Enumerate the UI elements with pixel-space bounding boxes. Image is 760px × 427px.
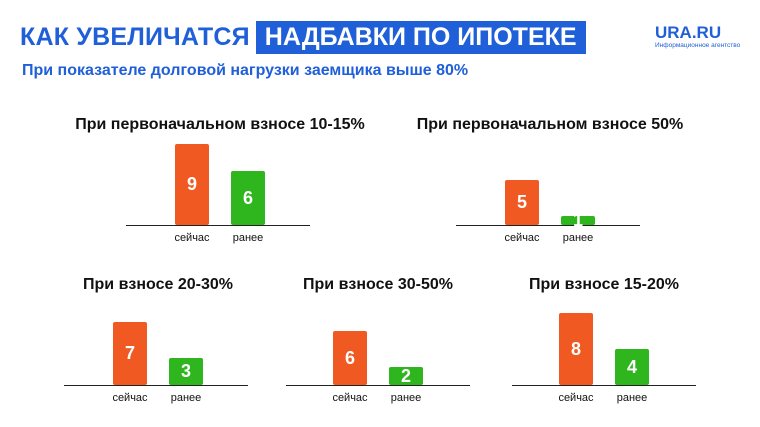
category-label: ранее — [170, 392, 202, 404]
category-label: сейчас — [112, 392, 148, 404]
category-label: ранее — [390, 392, 422, 404]
bar-before: 3 — [169, 358, 203, 385]
chart-title: При взносе 20-30% — [83, 276, 233, 293]
bar-value-label: 4 — [626, 356, 637, 377]
category-label: сейчас — [504, 232, 540, 244]
chart-baseline — [126, 225, 310, 226]
category-label: ранее — [616, 392, 648, 404]
category-label: сейчас — [332, 392, 368, 404]
bar-before: 1 — [561, 210, 595, 230]
title-plain: КАК УВЕЛИЧАТСЯ — [20, 22, 250, 51]
category-label: ранее — [232, 232, 264, 244]
chart-title: При первоначальном взносе 10-15% — [75, 116, 365, 133]
chart-title: При первоначальном взносе 50% — [416, 116, 684, 133]
chart-baseline — [286, 385, 470, 386]
chart-baseline — [64, 385, 248, 386]
chart-title: При взносе 15-20% — [529, 276, 679, 293]
page-title: КАК УВЕЛИЧАТСЯ НАДБАВКИ ПО ИПОТЕКЕ — [20, 20, 586, 54]
bar-value-label: 7 — [124, 343, 135, 363]
bar-now: 7 — [113, 322, 147, 385]
page-subtitle: При показателе долговой нагрузки заемщик… — [22, 62, 469, 79]
ura-logo: URA.RU Информационное агентство — [655, 24, 740, 50]
bar-now: 9 — [175, 144, 209, 225]
bar-value-label: 6 — [242, 187, 253, 208]
logo-main-text: URA.RU — [655, 23, 722, 42]
bar-before: 4 — [615, 349, 649, 385]
bar-before: 6 — [231, 171, 265, 225]
category-label: сейчас — [558, 392, 594, 404]
title-highlight: НАДБАВКИ ПО ИПОТЕКЕ — [255, 20, 586, 54]
logo-sub-text: Информационное агентство — [655, 42, 741, 49]
category-label: сейчас — [174, 232, 210, 244]
bar-value-label: 9 — [186, 174, 197, 194]
chart-baseline — [512, 385, 696, 386]
bar-value-label: 6 — [344, 347, 355, 368]
bar-now: 8 — [559, 313, 593, 385]
bar-value-label: 8 — [570, 338, 581, 359]
bar-before: 2 — [389, 365, 423, 386]
bar-value-label: 5 — [516, 192, 527, 212]
bar-value-label: 1 — [572, 210, 583, 230]
bar-value-label: 3 — [180, 361, 191, 381]
category-label: ранее — [562, 232, 594, 244]
bar-value-label: 2 — [400, 365, 411, 386]
chart-baseline — [456, 225, 640, 226]
bar-now: 6 — [333, 331, 367, 385]
chart-title: При взносе 30-50% — [303, 276, 453, 293]
bar-now: 5 — [505, 180, 539, 225]
